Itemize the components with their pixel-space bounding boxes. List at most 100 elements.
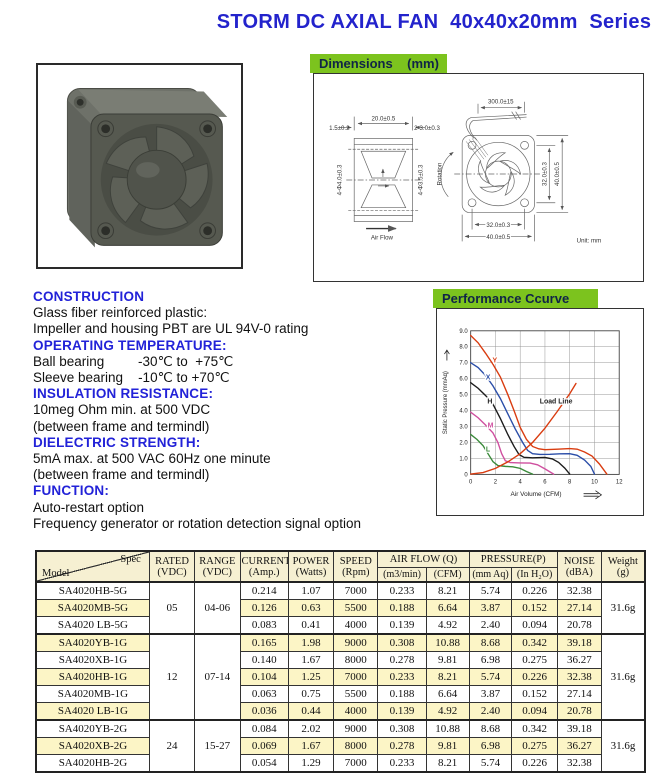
value-cell: 7000 bbox=[333, 668, 379, 686]
value-cell: 3.87 bbox=[468, 685, 513, 703]
value-cell: 8000 bbox=[333, 737, 379, 755]
value-cell: 8.21 bbox=[425, 668, 470, 686]
value-cell: 0.139 bbox=[377, 702, 427, 721]
y-tick-label: 1.0 bbox=[459, 456, 468, 462]
side-view bbox=[340, 116, 426, 222]
range-cell: 04-06 bbox=[194, 581, 241, 635]
fan-photo bbox=[66, 88, 228, 248]
series-label-h: H bbox=[487, 398, 492, 405]
fan-hub bbox=[126, 149, 187, 210]
rotation-arrow-icon bbox=[440, 151, 454, 198]
table-row: SA4020 LB-5G 0.083 0.41 4000 0.139 4.92 2.40 0.… bbox=[35, 616, 645, 635]
value-cell: 0.036 bbox=[239, 702, 289, 721]
table-row: SA4020YB-1G 12 07-14 0.165 1.98 9000 0.308 10.8… bbox=[35, 633, 646, 721]
col-subheader-inh2o: (In H₂O) bbox=[511, 567, 558, 583]
model-cell: SA4020XB-1G bbox=[35, 651, 150, 669]
value-cell: 27.14 bbox=[556, 685, 602, 703]
value-cell: 32.38 bbox=[556, 754, 602, 773]
value-cell: 0.104 bbox=[239, 668, 289, 686]
dim-hole-pitch-horizontal: 32.0±0.3 bbox=[486, 222, 510, 229]
series-load-line bbox=[469, 382, 577, 475]
value-cell: 0.094 bbox=[511, 702, 558, 721]
y-tick-label: 5.0 bbox=[459, 393, 468, 399]
value-cell: 36.27 bbox=[556, 737, 602, 755]
col-subheader-cfm: (CFM) bbox=[425, 567, 470, 583]
value-cell: 9000 bbox=[333, 719, 379, 738]
value-cell: 0.275 bbox=[511, 651, 558, 669]
spec-heading: DIELECTRIC STRENGTH: bbox=[33, 434, 201, 450]
value-cell: 20.78 bbox=[556, 616, 602, 635]
weight-cell: 31.6g bbox=[600, 581, 646, 635]
value-cell: 0.44 bbox=[287, 702, 335, 721]
product-photo-frame bbox=[36, 63, 243, 269]
model-cell: SA4020MB-5G bbox=[35, 599, 150, 617]
value-cell: 6.64 bbox=[425, 685, 470, 703]
value-cell: 10.88 bbox=[425, 719, 470, 738]
x-tick-label: 4 bbox=[519, 479, 523, 485]
wire-hatch bbox=[465, 137, 489, 162]
dimensions-box: 20.0±0.5 1.5±0.2 2-3.0±0.3 4-Φ4.0±0.3 4-… bbox=[313, 73, 644, 282]
model-cell: SA4020YB-2G bbox=[35, 719, 150, 738]
range-cell: 15-27 bbox=[194, 719, 241, 773]
page-title: STORM DC AXIAL FAN 40x40x20mm Series bbox=[216, 11, 652, 33]
x-tick-label: 12 bbox=[616, 479, 623, 485]
value-cell: 0.233 bbox=[377, 581, 427, 600]
x-axis-arrow-icon bbox=[583, 490, 603, 500]
front-screw-holes bbox=[97, 120, 216, 240]
value-cell: 7000 bbox=[333, 581, 379, 600]
value-cell: 8.68 bbox=[468, 719, 513, 738]
x-tick-label: 6 bbox=[543, 479, 547, 485]
value-cell: 0.278 bbox=[377, 737, 427, 755]
dim-width: 40.0±0.5 bbox=[486, 234, 510, 241]
value-cell: 0.139 bbox=[377, 616, 427, 635]
value-cell: 0.165 bbox=[239, 633, 289, 652]
value-cell: 0.233 bbox=[377, 668, 427, 686]
spec-line: Frequency generator or rotation detectio… bbox=[33, 515, 361, 531]
dim-flange: 1.5±0.2 bbox=[329, 125, 350, 132]
rotation-label: Rotation bbox=[436, 162, 443, 185]
value-cell: 0.278 bbox=[377, 651, 427, 669]
value-cell: 20.78 bbox=[556, 702, 602, 721]
value-cell: 1.67 bbox=[287, 737, 335, 755]
value-cell: 0.126 bbox=[239, 599, 289, 617]
table-row: SA4020 LB-1G 0.036 0.44 4000 0.139 4.92 2.40 0.… bbox=[35, 702, 645, 721]
value-cell: 39.18 bbox=[556, 719, 602, 738]
performance-chart-box: 0 2 4 6 8 10 12 0 1.0 2.0 3.0 4.0 5.0 6.0 7.0 8.0 9.0 Y X H… bbox=[436, 308, 644, 516]
y-axis-label: Static Pressure (mmAq) bbox=[443, 371, 449, 434]
y-tick-label: 8.0 bbox=[459, 345, 468, 351]
spec-heading: FUNCTION: bbox=[33, 483, 110, 499]
model-cell: SA4020HB-2G bbox=[35, 754, 150, 773]
series-label-x: X bbox=[486, 374, 491, 381]
value-cell: 9.81 bbox=[425, 737, 470, 755]
spec-line: 5mA max. at 500 VAC 60Hz one minute bbox=[33, 451, 271, 467]
construction-specs: CONSTRUCTION Glass fiber reinforced plast… bbox=[33, 289, 435, 532]
y-axis-arrow-icon bbox=[444, 349, 450, 361]
value-cell: 1.67 bbox=[287, 651, 335, 669]
col-header-range: RANGE (VDC) bbox=[194, 550, 241, 583]
dim-holes-right: 4-Φ3.5±0.3 bbox=[418, 164, 425, 195]
y-tick-label: 4.0 bbox=[459, 409, 468, 415]
value-cell: 10.88 bbox=[425, 633, 470, 652]
corner-model-label: Model bbox=[42, 568, 70, 579]
spec-heading: CONSTRUCTION bbox=[33, 289, 145, 304]
value-cell: 2.40 bbox=[468, 616, 513, 635]
value-cell: 7000 bbox=[333, 754, 379, 773]
model-cell: SA4020HB-1G bbox=[35, 668, 150, 686]
value-cell: 0.214 bbox=[239, 581, 289, 600]
table-corner: Spec Model bbox=[35, 550, 150, 583]
value-cell: 0.75 bbox=[287, 685, 335, 703]
value-cell: 0.063 bbox=[239, 685, 289, 703]
value-cell: 1.29 bbox=[287, 754, 335, 773]
model-cell: SA4020XB-2G bbox=[35, 737, 150, 755]
spec-table: Spec Model RATED (VDC) RANGE (VDC) CURRENT (… bbox=[35, 550, 646, 773]
performance-header: Performance Ccurve bbox=[433, 289, 598, 308]
value-cell: 0.342 bbox=[511, 633, 558, 652]
airflow-label: Air Flow bbox=[371, 234, 394, 241]
corner-spec-label: Spec bbox=[120, 554, 141, 565]
rated-cell: 24 bbox=[148, 719, 196, 773]
value-cell: 0.188 bbox=[377, 685, 427, 703]
value-cell: 0.41 bbox=[287, 616, 335, 635]
x-tick-label: 2 bbox=[494, 479, 497, 485]
weight-cell: 31.6g bbox=[600, 719, 646, 773]
value-cell: 1.07 bbox=[287, 581, 335, 600]
